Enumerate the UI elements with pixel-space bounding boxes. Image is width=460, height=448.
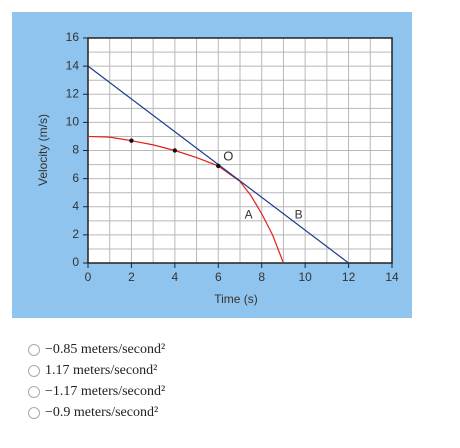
radio-button[interactable] — [28, 407, 40, 419]
data-point — [216, 163, 221, 169]
y-tick-label: 12 — [66, 86, 80, 100]
y-tick-label: 0 — [72, 255, 79, 269]
y-tick-label: 16 — [66, 30, 80, 44]
series-label: A — [245, 207, 253, 221]
y-tick-label: 4 — [72, 199, 79, 213]
x-tick-label: 14 — [385, 270, 399, 284]
answer-option[interactable]: 1.17 meters/second² — [28, 363, 157, 379]
x-tick-label: 8 — [258, 270, 265, 284]
answer-option[interactable]: −1.17 meters/second² — [28, 384, 165, 400]
y-axis-label: Velocity (m/s) — [36, 114, 50, 186]
y-tick-label: 8 — [72, 143, 79, 157]
radio-button[interactable] — [28, 365, 40, 377]
option-text: −0.85 meters/second² — [45, 342, 166, 357]
x-tick-label: 12 — [342, 270, 356, 284]
x-tick-label: 0 — [85, 270, 92, 284]
x-tick-label: 10 — [298, 270, 312, 284]
annotation: O — [223, 148, 233, 163]
option-text: −0.9 meters/second² — [45, 405, 159, 420]
answer-option[interactable]: −0.85 meters/second² — [28, 342, 165, 358]
y-tick-label: 6 — [72, 171, 79, 185]
line-series — [87, 135, 284, 264]
x-tick-label: 2 — [128, 270, 135, 284]
chart: Velocity (m/s) Time (s) 0 2 4 6 8 10 12 14 0 2 4 6 8… — [12, 12, 412, 318]
radio-button[interactable] — [28, 386, 40, 398]
y-tick-label: 2 — [72, 227, 79, 241]
radio-button[interactable] — [28, 344, 40, 356]
x-axis-label: Time (s) — [214, 292, 258, 306]
x-tick-label: 6 — [215, 270, 222, 284]
data-point — [172, 148, 178, 153]
data-point — [129, 138, 134, 143]
x-tick-label: 4 — [172, 270, 179, 284]
option-text: −1.17 meters/second² — [45, 384, 166, 399]
answer-option[interactable]: −0.9 meters/second² — [28, 405, 158, 421]
plot-frame — [87, 37, 393, 264]
y-tick-label: 10 — [66, 115, 80, 129]
series-label: B — [295, 207, 303, 221]
option-text: 1.17 meters/second² — [45, 363, 158, 378]
y-tick-label: 14 — [66, 58, 80, 72]
